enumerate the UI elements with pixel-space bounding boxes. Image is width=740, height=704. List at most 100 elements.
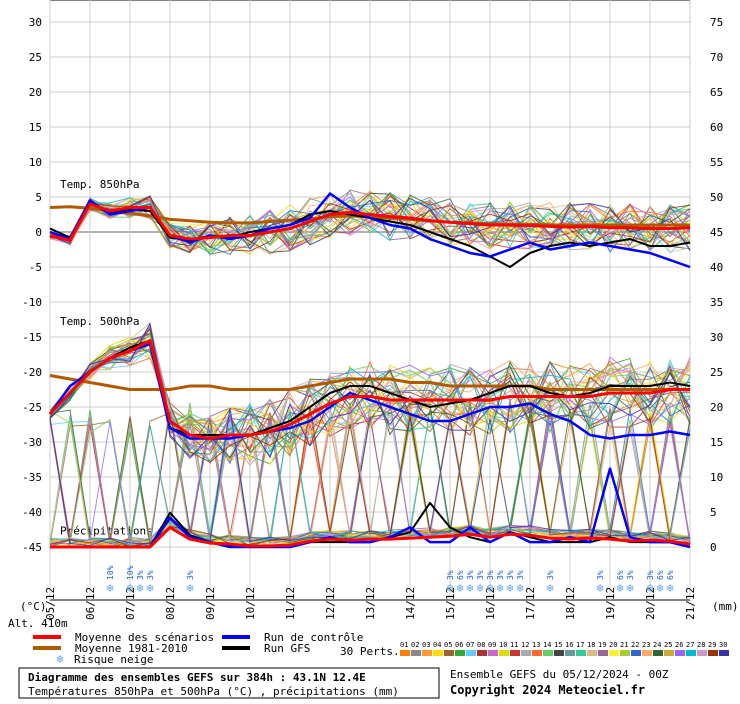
y-right-tick-label: 70	[710, 51, 723, 64]
right-axis-unit: (mm)	[712, 600, 739, 613]
main-series	[48, 192, 691, 549]
x-tick-label: 18/12	[564, 587, 577, 620]
snowflake-icon: ❄	[596, 581, 603, 595]
ensemble-member-850-line	[49, 193, 691, 252]
snowflake-icon: ❄	[626, 581, 633, 595]
snow-risk-label: 3%	[136, 570, 145, 580]
legend-label: Moyenne des scénarios	[75, 631, 214, 644]
snow-risk-label: 3%	[626, 570, 635, 580]
series-t500-line	[49, 374, 690, 391]
y-left-tick-label: 25	[29, 51, 42, 64]
snow-risk-label: 3%	[476, 570, 485, 580]
ensemble-member-500-line	[49, 348, 691, 462]
ensemble-member-850-line	[49, 195, 691, 252]
legend-label: Moyenne 1981-2010	[75, 642, 188, 655]
x-tick-label: 21/12	[684, 587, 697, 620]
pert-number-label: 12	[521, 641, 529, 649]
y-left-tick-label: 20	[29, 86, 42, 99]
series-precip-line	[50, 467, 691, 549]
pert-number-label: 16	[565, 641, 573, 649]
ensemble-member-850-line	[49, 195, 691, 251]
snow-risk-label: 3%	[496, 570, 505, 580]
x-tick-label: 05/12	[44, 587, 57, 620]
snow-risk-label: 6%	[456, 570, 465, 580]
y-right-tick-label: 40	[710, 261, 723, 274]
snowflake-icon: ❄	[186, 581, 193, 595]
footer: (°C) (mm) Alt. 410m 30 Perts. Ensemble G…	[8, 600, 739, 699]
snowflake-icon: ❄	[646, 581, 653, 595]
precip-panel-label: Précipitations	[60, 524, 153, 537]
snow-risk-label: 3%	[596, 570, 605, 580]
grid	[49, 0, 691, 601]
y-left-tick-label: 15	[29, 121, 42, 134]
snow-risk-label: 10%	[106, 565, 115, 580]
pert-number-label: 15	[554, 641, 562, 649]
pert-number-label: 22	[631, 641, 639, 649]
series-t850-line	[49, 202, 691, 242]
pert-number-label: 01	[400, 641, 408, 649]
pert-color-swatch	[664, 650, 674, 656]
pert-number-label: 07	[466, 641, 474, 649]
snow-risk-label: 3%	[516, 570, 525, 580]
pert-number-label: 08	[477, 641, 485, 649]
snow-risk-label: 3%	[546, 570, 555, 580]
pert-color-swatch	[686, 650, 696, 656]
legend-label: Risque neige	[74, 653, 153, 666]
y-right-tick-label: 0	[710, 541, 717, 554]
pert-number-label: 24	[653, 641, 661, 649]
pert-number-label: 06	[455, 641, 463, 649]
chart-subtitle: Températures 850hPa et 500hPa (°C) , pré…	[28, 685, 399, 698]
x-tick-label: 06/12	[84, 587, 97, 620]
snow-risk-label: 3%	[506, 570, 515, 580]
snow-risk-label: 3%	[446, 570, 455, 580]
snowflake-icon: ❄	[656, 581, 663, 595]
snowflake-icon: ❄	[546, 581, 553, 595]
snowflake-icon: ❄	[106, 581, 113, 595]
snowflake-icon: ❄	[56, 652, 63, 666]
x-tick-label: 17/12	[524, 587, 537, 620]
snowflake-icon: ❄	[506, 581, 513, 595]
y-left-tick-label: 5	[35, 191, 42, 204]
pert-color-swatch	[444, 650, 454, 656]
snow-risk-row: 10%❄10%❄3%❄3%❄3%❄3%❄6%❄3%❄3%❄3%❄3%❄3%❄3%…	[106, 565, 675, 595]
x-tick-label: 07/12	[124, 587, 137, 620]
pert-color-swatch	[477, 650, 487, 656]
legend-label: Run GFS	[264, 642, 310, 655]
y-right-tick-label: 55	[710, 156, 723, 169]
y-right-tick-label: 45	[710, 226, 723, 239]
y-left-tick-label: -25	[22, 401, 42, 414]
snowflake-icon: ❄	[446, 581, 453, 595]
snow-risk-label: 3%	[646, 570, 655, 580]
ensemble-member-500-line	[49, 322, 691, 459]
y-left-tick-label: -5	[29, 261, 42, 274]
snowflake-icon: ❄	[616, 581, 623, 595]
pert-number-label: 23	[642, 641, 650, 649]
pert-color-swatch	[532, 650, 542, 656]
x-tick-label: 09/12	[204, 587, 217, 620]
snowflake-icon: ❄	[466, 581, 473, 595]
snow-risk-label: 3%	[186, 570, 195, 580]
x-tick-label: 20/12	[644, 587, 657, 620]
pert-color-swatch	[400, 650, 410, 656]
series-t500-line	[48, 339, 690, 440]
pert-color-swatch	[576, 650, 586, 656]
ensemble-member-500-line	[49, 323, 691, 466]
pert-color-swatch	[510, 650, 520, 656]
y-right-tick-label: 30	[710, 331, 723, 344]
copyright: Copyright 2024 Meteociel.fr	[450, 683, 645, 697]
altitude-label: Alt. 410m	[8, 617, 68, 630]
y-left-tick-label: 30	[29, 16, 42, 29]
y-right-tick-label: 65	[710, 86, 723, 99]
perturbation-legend: 01 02 03 04 05 06 07 08 09 10 11 12 13 14 15 16 17 18 19 20…	[400, 641, 729, 656]
pert-number-label: 20	[609, 641, 617, 649]
y-right-tick-label: 15	[710, 436, 723, 449]
pert-number-label: 14	[543, 641, 551, 649]
snowflake-icon: ❄	[476, 581, 483, 595]
pert-number-label: 05	[444, 641, 452, 649]
snowflake-icon: ❄	[496, 581, 503, 595]
pert-color-swatch	[675, 650, 685, 656]
snowflake-icon: ❄	[516, 581, 523, 595]
